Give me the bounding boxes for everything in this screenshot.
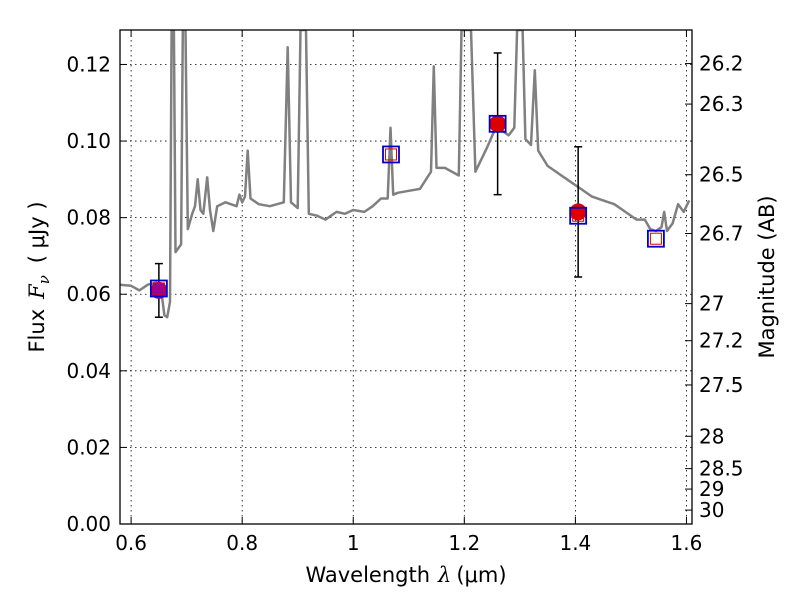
- right-tick-label: 28: [699, 424, 724, 448]
- x-tick-label: 1.6: [671, 531, 703, 555]
- right-tick-label: 29: [699, 477, 724, 501]
- x-tick-label: 1.4: [559, 531, 591, 555]
- right-axis-label: Magnitude (AB): [755, 195, 779, 358]
- spectrum-line: [120, 30, 691, 319]
- model-point: [569, 206, 588, 225]
- axis-ticks: 0.6 0.8 1 1.2 1.4 1.6 0.00 0.02 0.04 0.06 0.08 0.10…: [66, 30, 744, 555]
- model-point-inner: [649, 232, 662, 245]
- model-point: [488, 114, 507, 133]
- right-tick-label: 26.3: [699, 92, 744, 116]
- right-tick-label: 27.5: [699, 373, 744, 397]
- right-tick-label: 26.5: [699, 163, 744, 187]
- right-tick-label: 30: [699, 498, 724, 522]
- y-tick-label: 0.12: [66, 52, 111, 76]
- model-point-inner: [385, 148, 398, 161]
- right-tick-label: 27.2: [699, 329, 744, 353]
- model-point-inner: [152, 282, 165, 295]
- y-tick-label: 0.04: [66, 359, 111, 383]
- plot-area: [120, 30, 691, 319]
- model-point-inner: [491, 117, 504, 130]
- y-tick-label: 0.10: [66, 129, 111, 153]
- x-tick-label: 1: [347, 531, 360, 555]
- x-tick-label: 1.2: [448, 531, 480, 555]
- y-tick-label: 0.02: [66, 435, 111, 459]
- model-point: [149, 279, 168, 298]
- x-tick-label: 0.6: [115, 531, 147, 555]
- right-tick-label: 27: [699, 292, 724, 316]
- y-tick-label: 0.08: [66, 206, 111, 230]
- right-tick-label: 26.7: [699, 221, 744, 245]
- y-tick-label: 0.06: [66, 282, 111, 306]
- y-tick-label: 0.00: [66, 512, 111, 536]
- right-tick-label: 28.5: [699, 457, 744, 481]
- x-axis-label: Wavelength λ (μm): [305, 563, 506, 587]
- model-point: [647, 229, 665, 248]
- plot-frame: [119, 29, 693, 525]
- model-point-inner: [572, 209, 585, 222]
- right-tick-label: 26.2: [699, 52, 744, 76]
- grid-lines: [120, 30, 692, 524]
- y-axis-label: FluxFν( μJy ): [25, 201, 53, 352]
- model-point: [382, 145, 400, 164]
- x-tick-label: 0.8: [226, 531, 258, 555]
